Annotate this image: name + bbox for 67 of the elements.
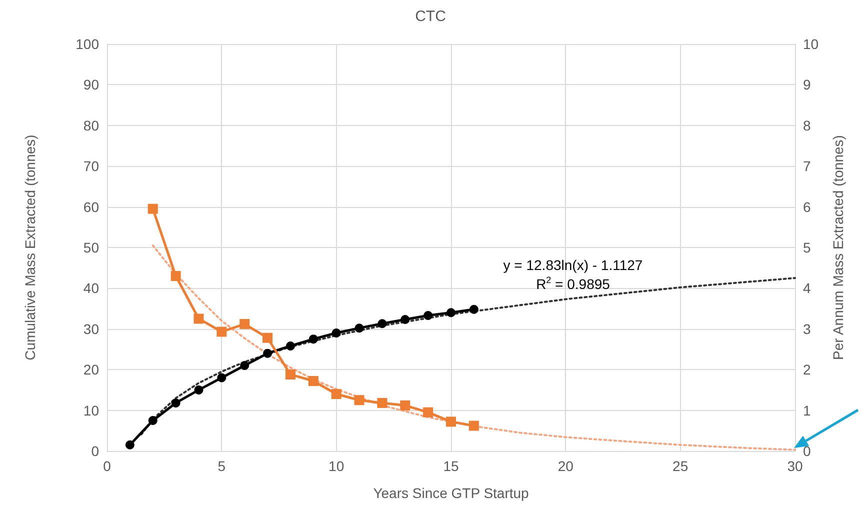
point (171, 398, 180, 408)
point (331, 389, 342, 400)
y2-tick-label: 7 (803, 158, 811, 174)
y-tick-label: 30 (83, 320, 100, 337)
y2-tick-label: 5 (803, 240, 811, 256)
y-tick-label: 20 (83, 362, 100, 378)
point (354, 395, 364, 406)
point (308, 376, 318, 386)
point (125, 440, 134, 450)
x-tick-label: 20 (558, 458, 574, 474)
point (400, 400, 410, 410)
x-tick-label: 10 (328, 458, 344, 474)
point (308, 334, 318, 344)
point (240, 319, 250, 330)
point (194, 314, 204, 324)
point (216, 326, 227, 337)
point (468, 420, 479, 431)
y-tick-label: 90 (83, 76, 100, 93)
y2-tick-label: 8 (803, 117, 811, 134)
y2-tick-label: 4 (803, 280, 811, 296)
y-tick-label: 50 (83, 240, 100, 256)
y-tick-label: 40 (83, 280, 100, 296)
x-tick-label: 30 (787, 458, 803, 474)
point (469, 304, 478, 314)
annotation: y = 12.83ln(x) - 1.1127 (503, 257, 643, 273)
y2-tick-label: 1 (803, 402, 811, 418)
point (148, 416, 158, 425)
point (378, 319, 387, 328)
point (194, 385, 204, 394)
y-tick-label: 10 (83, 402, 100, 418)
y2-tick-label: 6 (803, 198, 811, 215)
point (354, 324, 364, 333)
y2-tick-label: 10 (803, 36, 819, 52)
point (332, 328, 341, 338)
y2-tick-label: 3 (803, 320, 811, 337)
y-tick-label: 100 (76, 36, 100, 52)
x-axis-title: Years Since GTP Startup (373, 485, 530, 501)
line-series (152, 244, 796, 451)
point (286, 341, 295, 350)
point (400, 315, 410, 324)
point (423, 407, 434, 418)
y2-tick-label: 0 (803, 443, 811, 459)
line-series (140, 277, 796, 436)
chart-title: CTC (415, 8, 446, 25)
point (424, 310, 433, 320)
point (285, 369, 296, 380)
y-tick-label: 0 (91, 443, 100, 459)
point (148, 204, 158, 214)
point (446, 416, 456, 427)
y2-axis-title: Per Annum Mass Extracted (tonnes) (830, 135, 846, 360)
y-tick-label: 80 (83, 117, 100, 134)
point (263, 348, 272, 358)
point (217, 373, 226, 382)
y2-tick-label: 2 (803, 362, 811, 378)
x-tick-label: 25 (672, 458, 688, 474)
y-axis-title: Cumulative Mass Extracted (tonnes) (22, 134, 38, 360)
y2-tick-label: 9 (803, 76, 811, 93)
point (446, 308, 456, 318)
point (262, 332, 273, 343)
x-tick-label: 15 (443, 458, 459, 474)
x-tick-label: 5 (218, 458, 226, 474)
y-tick-label: 60 (83, 198, 100, 215)
point (377, 398, 388, 408)
x-tick-label: 0 (103, 458, 112, 474)
y-tick-label: 70 (83, 158, 100, 174)
point (240, 361, 250, 370)
point (170, 270, 181, 281)
